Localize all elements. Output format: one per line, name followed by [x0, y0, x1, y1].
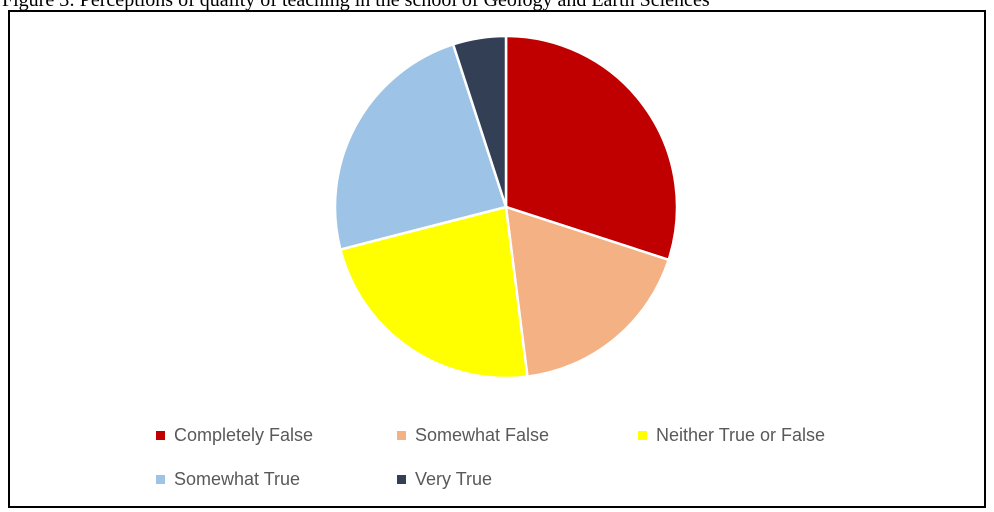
pie-slice-completely-false [504, 34, 679, 262]
pie-slice-somewhat-true [333, 43, 508, 251]
pie-slice-very-true [451, 34, 508, 209]
figure-caption: Figure 3: Perceptions of quality of teac… [2, 0, 710, 11]
pie-slice-neither-true-or-false [339, 205, 529, 380]
pie-slice-somewhat-false [504, 205, 670, 378]
